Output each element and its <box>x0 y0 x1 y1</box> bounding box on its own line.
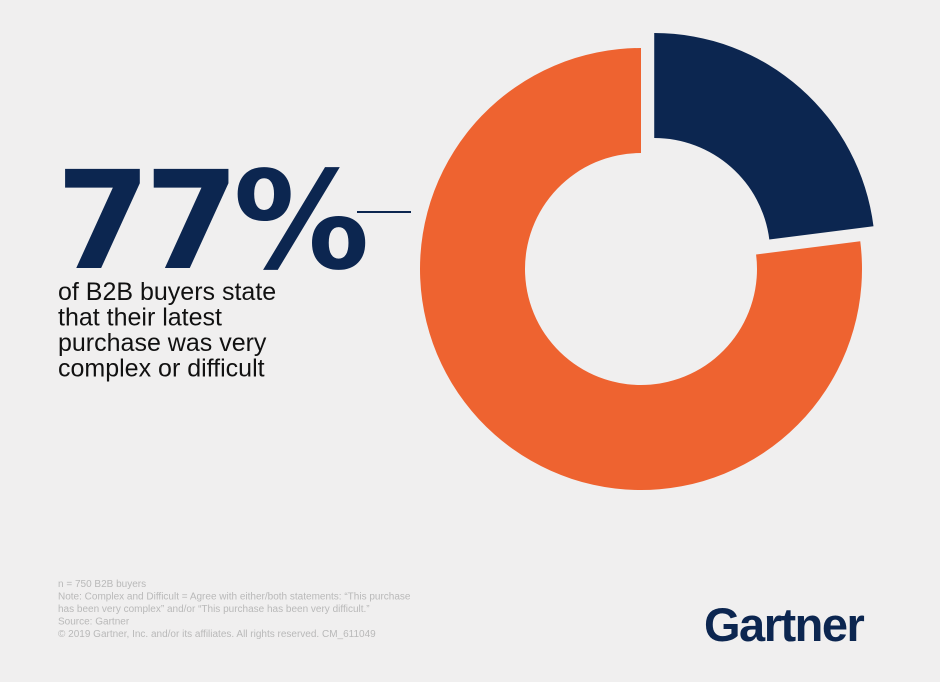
logo: Gartner <box>704 598 864 651</box>
donut-segment <box>419 48 862 490</box>
note-line: © 2019 Gartner, Inc. and/or its affiliat… <box>58 629 376 640</box>
caption-line: purchase was very <box>58 329 267 357</box>
caption-line: that their latest <box>58 304 222 332</box>
note-line: n = 750 B2B buyers <box>58 579 146 590</box>
donut-segment <box>654 32 874 240</box>
note-line: Source: Gartner <box>58 617 130 628</box>
note-line: Note: Complex and Difficult = Agree with… <box>58 592 411 603</box>
note-line: has been very complex” and/or “This purc… <box>58 604 370 615</box>
caption-line: complex or difficult <box>58 355 265 383</box>
value-label: 77% <box>56 143 365 301</box>
caption-line: of B2B buyers state <box>58 278 276 306</box>
